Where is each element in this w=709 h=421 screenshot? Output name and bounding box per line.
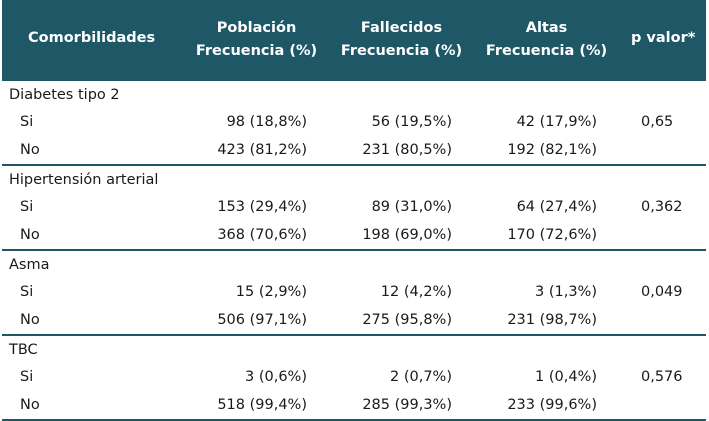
cell-poblacion: 15 (2,9%): [235, 284, 307, 300]
cell-altas: 231 (98,7%): [507, 312, 597, 328]
cell-altas: 192 (82,1%): [507, 142, 597, 158]
table-row: No 423 (81,2%) 231 (80,5%) 192 (82,1%): [2, 136, 706, 165]
table-body: Diabetes tipo 2 Si 98 (18,8%) 56 (19,5%)…: [2, 79, 706, 421]
cell-fallecidos: 198 (69,0%): [362, 227, 452, 243]
row-label: No: [20, 142, 40, 158]
cell-fallecidos: 2 (0,7%): [390, 369, 452, 385]
header-pvalue: p valor*: [631, 30, 696, 46]
cell-altas: 1 (0,4%): [535, 369, 597, 385]
table-row: Si 153 (29,4%) 89 (31,0%) 64 (27,4%) 0,3…: [2, 193, 706, 221]
cell-fallecidos: 275 (95,8%): [362, 312, 452, 328]
cell-poblacion: 3 (0,6%): [245, 369, 307, 385]
section-row: Asma: [2, 249, 706, 278]
table-row: No 368 (70,6%) 198 (69,0%) 170 (72,6%): [2, 221, 706, 250]
header-comorbidities: Comorbilidades: [28, 30, 156, 46]
row-label: Si: [20, 284, 34, 300]
cell-poblacion: 506 (97,1%): [217, 312, 307, 328]
cell-altas: 64 (27,4%): [516, 199, 597, 215]
header-fallecidos: Fallecidos: [360, 20, 443, 36]
section-row: Hipertensión arterial: [2, 164, 706, 193]
table-header: Comorbilidades Población Fallecidos Alta…: [2, 0, 706, 80]
row-label: No: [20, 227, 40, 243]
row-label: Si: [20, 199, 34, 215]
cell-pvalue: 0,576: [641, 369, 683, 385]
section-label: TBC: [2, 334, 706, 363]
table-row: Si 98 (18,8%) 56 (19,5%) 42 (17,9%) 0,65: [2, 108, 706, 136]
table-row: Si 3 (0,6%) 2 (0,7%) 1 (0,4%) 0,576: [2, 363, 706, 391]
header-fallecidos-frecuencia: Frecuencia (%): [340, 43, 463, 59]
table-row: No 518 (99,4%) 285 (99,3%) 233 (99,6%): [2, 391, 706, 421]
cell-fallecidos: 89 (31,0%): [371, 199, 452, 215]
cell-poblacion: 368 (70,6%): [217, 227, 307, 243]
cell-pvalue-empty: [619, 221, 706, 250]
row-label: No: [20, 312, 40, 328]
cell-poblacion: 423 (81,2%): [217, 142, 307, 158]
header-altas-frecuencia: Frecuencia (%): [485, 43, 608, 59]
section-label: Diabetes tipo 2: [2, 79, 706, 108]
cell-fallecidos: 12 (4,2%): [380, 284, 452, 300]
cell-poblacion: 153 (29,4%): [217, 199, 307, 215]
cell-pvalue: 0,65: [641, 114, 674, 130]
section-row: Diabetes tipo 2: [2, 79, 706, 108]
row-label: Si: [20, 114, 34, 130]
cell-altas: 233 (99,6%): [474, 391, 619, 421]
table-row: No 506 (97,1%) 275 (95,8%) 231 (98,7%): [2, 306, 706, 335]
row-label: No: [2, 391, 184, 421]
cell-pvalue-empty: [619, 391, 706, 421]
section-label: Asma: [2, 249, 706, 278]
cell-altas: 42 (17,9%): [516, 114, 597, 130]
header-altas: Altas: [525, 20, 568, 36]
section-label: Hipertensión arterial: [2, 164, 706, 193]
cell-pvalue-empty: [619, 306, 706, 335]
cell-altas: 3 (1,3%): [535, 284, 597, 300]
header-poblacion-frecuencia: Frecuencia (%): [195, 43, 318, 59]
cell-altas: 170 (72,6%): [507, 227, 597, 243]
table-row: Si 15 (2,9%) 12 (4,2%) 3 (1,3%) 0,049: [2, 278, 706, 306]
row-label: Si: [20, 369, 34, 385]
header-poblacion: Población: [216, 20, 297, 36]
cell-fallecidos: 231 (80,5%): [362, 142, 452, 158]
cell-poblacion: 518 (99,4%): [184, 391, 329, 421]
cell-fallecidos: 56 (19,5%): [371, 114, 452, 130]
cell-pvalue-empty: [619, 136, 706, 165]
cell-fallecidos: 285 (99,3%): [329, 391, 474, 421]
cell-pvalue: 0,049: [641, 284, 683, 300]
cell-poblacion: 98 (18,8%): [226, 114, 307, 130]
section-row: TBC: [2, 334, 706, 363]
cell-pvalue: 0,362: [641, 199, 683, 215]
